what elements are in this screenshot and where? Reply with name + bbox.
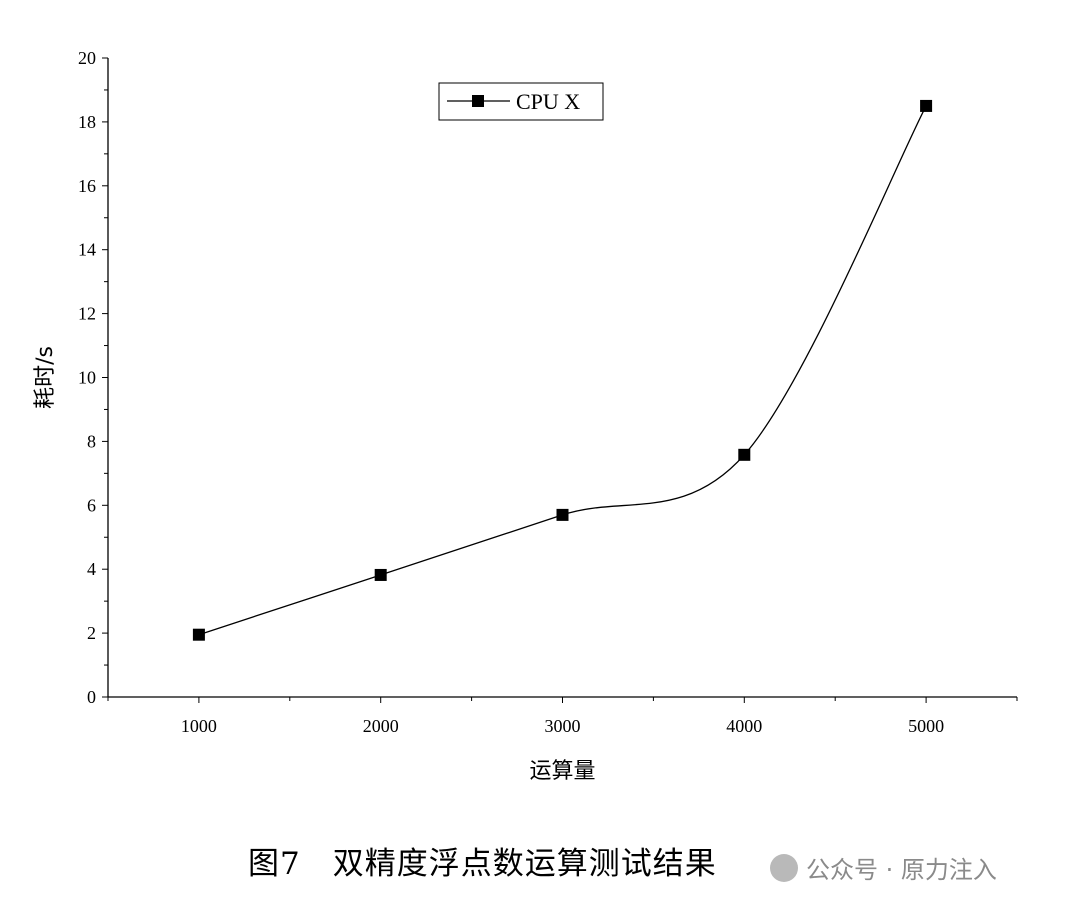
wechat-logo-icon xyxy=(770,853,798,882)
y-tick-label: 4 xyxy=(87,559,96,579)
legend: CPU X xyxy=(438,82,604,121)
x-tick-label: 5000 xyxy=(908,716,944,736)
watermark: 公众号 · 原力注入 xyxy=(770,850,997,885)
x-tick-label: 4000 xyxy=(726,716,762,736)
data-point xyxy=(374,568,387,581)
x-axis-title: 运算量 xyxy=(529,759,595,784)
legend-entry-cpu-x: CPU X xyxy=(516,89,580,114)
axes xyxy=(107,58,1017,698)
series-line-cpu-x xyxy=(198,105,927,636)
y-tick-label: 20 xyxy=(78,48,96,68)
y-tick-label: 8 xyxy=(87,431,96,451)
y-tick-label: 10 xyxy=(78,368,96,388)
ticks xyxy=(102,57,1018,703)
y-tick-label: 14 xyxy=(78,240,96,260)
y-tick-label: 12 xyxy=(78,304,96,324)
x-tick-label: 2000 xyxy=(363,716,399,736)
data-point xyxy=(920,99,933,112)
y-tick-label: 18 xyxy=(78,112,96,132)
legend-marker-sample xyxy=(472,95,484,107)
y-tick-label: 6 xyxy=(87,495,96,515)
y-axis-title: 耗时/s xyxy=(33,346,58,409)
tick-labels: 0 2 4 6 8 10 12 14 16 18 20 1000 2000 3000 4000 5000 xyxy=(78,48,944,736)
y-tick-label: 0 xyxy=(87,687,96,707)
data-point xyxy=(738,448,751,461)
watermark-text: 公众号 · 原力注入 xyxy=(806,856,997,884)
figure-caption: 图7 双精度浮点数运算测试结果 xyxy=(248,846,717,882)
x-tick-label: 1000 xyxy=(181,716,217,736)
series-markers xyxy=(192,99,933,641)
data-point xyxy=(556,508,569,521)
y-tick-label: 16 xyxy=(78,176,96,196)
x-tick-label: 3000 xyxy=(545,716,581,736)
data-point xyxy=(192,628,205,641)
y-tick-label: 2 xyxy=(87,623,96,643)
